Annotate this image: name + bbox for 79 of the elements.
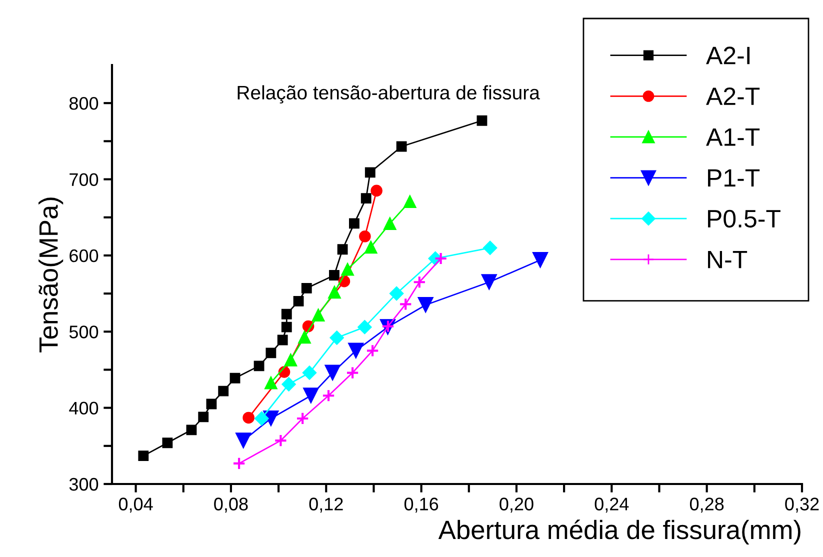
point	[340, 262, 354, 276]
point	[312, 308, 325, 322]
y-tick-label: 400	[69, 402, 98, 415]
x-tick-label: 0,12	[309, 498, 343, 513]
point	[198, 412, 209, 422]
y-tick-label: 800	[69, 97, 98, 110]
point	[482, 240, 498, 256]
point	[254, 411, 269, 426]
point	[412, 276, 426, 289]
point	[359, 230, 371, 242]
legend-label: P1-T	[708, 169, 760, 187]
point	[296, 412, 310, 426]
point	[206, 398, 217, 410]
point	[328, 285, 342, 299]
legend-label: A2-T	[706, 87, 760, 105]
point	[242, 412, 254, 424]
point	[389, 286, 404, 301]
y-tick-label: 500	[69, 326, 98, 338]
point	[396, 141, 407, 152]
x-tick-label: 0,20	[500, 498, 534, 513]
legend-label: P0.5-T	[708, 210, 780, 228]
y-tick-label: 300	[69, 478, 98, 491]
point	[329, 270, 340, 280]
point	[383, 216, 397, 230]
point	[366, 344, 380, 358]
point	[476, 115, 488, 126]
x-tick-label: 0,28	[690, 498, 724, 513]
point	[230, 372, 240, 384]
x-tick-label: 0,08	[214, 498, 248, 513]
point	[293, 296, 304, 306]
point	[399, 298, 412, 311]
y-tick-label: 700	[70, 173, 98, 186]
point	[281, 308, 292, 320]
point	[302, 388, 319, 404]
point	[357, 320, 372, 334]
point	[138, 450, 149, 462]
point	[364, 167, 376, 178]
point	[274, 434, 288, 448]
y-axis-title: Tensão(MPa)	[38, 198, 64, 352]
point	[186, 424, 197, 436]
point	[349, 218, 360, 229]
point	[281, 322, 292, 332]
point	[254, 360, 264, 372]
y-tick-label: 600	[70, 249, 98, 262]
legend-label: A1-T	[706, 128, 760, 146]
point	[360, 193, 372, 204]
point	[282, 376, 296, 392]
point	[346, 366, 360, 380]
x-tick-label: 0,24	[594, 498, 629, 513]
point	[403, 194, 416, 208]
point	[370, 184, 382, 197]
x-tick-label: 0,16	[404, 498, 438, 513]
point	[298, 330, 312, 344]
point	[322, 389, 336, 402]
point	[277, 334, 288, 346]
legend-label: N-T	[708, 250, 748, 268]
point	[301, 283, 312, 294]
point	[481, 274, 498, 290]
point	[532, 252, 548, 268]
point	[348, 342, 364, 359]
point	[418, 296, 434, 313]
x-tick-label: 0,04	[118, 498, 153, 513]
point	[324, 364, 341, 381]
point	[264, 376, 278, 390]
point	[434, 252, 448, 266]
legend-label: A2-I	[706, 46, 750, 64]
point	[302, 366, 317, 380]
text: Relação tensão-abertura de fissura	[238, 85, 540, 104]
point	[330, 330, 344, 345]
point	[218, 386, 229, 396]
point	[162, 438, 173, 448]
point	[266, 348, 276, 358]
point	[364, 240, 378, 254]
point	[284, 353, 298, 366]
x-tick-label: 0,32	[785, 498, 819, 513]
point	[337, 244, 348, 255]
x-axis-title: Abertura média de fissura(mm)	[438, 520, 800, 544]
point	[232, 456, 246, 470]
point	[235, 432, 252, 449]
